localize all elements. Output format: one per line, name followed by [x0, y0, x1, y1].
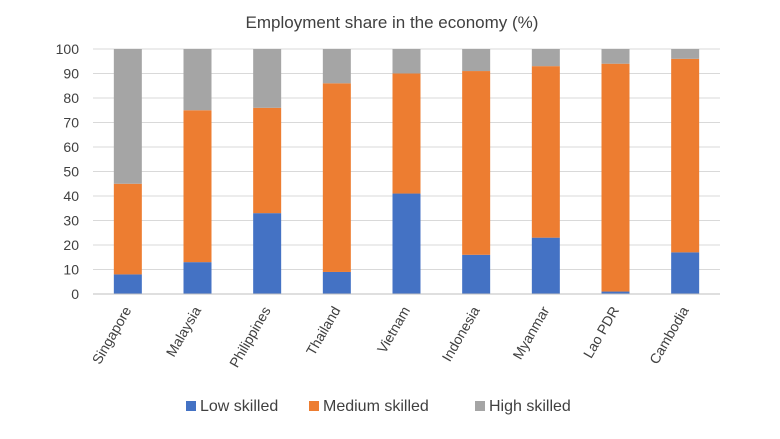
x-tick-label: Thailand [303, 304, 344, 359]
x-tick-label: Malaysia [163, 303, 205, 359]
bar-segment-high-skilled [392, 49, 421, 74]
y-tick-label: 30 [63, 213, 79, 229]
legend-swatch [309, 401, 319, 411]
legend-swatch [475, 401, 485, 411]
y-tick-label: 0 [71, 286, 79, 302]
legend-swatch [186, 401, 196, 411]
legend: Low skilled Medium skilled High skilled [186, 398, 571, 415]
x-axis: Singapore Malaysia Philippines Thailand Viet… [89, 293, 720, 371]
y-axis: 0 10 20 30 40 50 60 70 80 90 100 [56, 41, 80, 302]
y-tick-label: 50 [63, 164, 79, 180]
y-tick-label: 10 [63, 262, 79, 278]
bar-segment-high-skilled [601, 49, 630, 64]
bar-segment-high-skilled [671, 49, 700, 59]
x-tick-label: Cambodia [646, 303, 692, 366]
bar-segment-low-skilled [113, 274, 142, 294]
bar-segment-low-skilled [671, 252, 700, 294]
bar-segment-high-skilled [322, 49, 351, 84]
x-tick-label: Vietnam [374, 304, 413, 356]
bar-segment-medium-skilled [113, 183, 142, 275]
bar-segment-high-skilled [113, 49, 142, 184]
bar-segment-low-skilled [462, 254, 491, 294]
bar-segment-low-skilled [601, 291, 630, 294]
bar-segment-medium-skilled [531, 66, 560, 238]
legend-label: High skilled [489, 398, 571, 415]
bar-segment-low-skilled [531, 237, 560, 294]
bar-segment-medium-skilled [601, 63, 630, 292]
bar-segment-low-skilled [253, 213, 282, 294]
y-tick-label: 70 [63, 115, 79, 131]
bar-segment-high-skilled [253, 49, 282, 108]
x-tick-label: Singapore [89, 303, 135, 366]
chart-title: Employment share in the economy (%) [246, 13, 539, 32]
bars [113, 49, 700, 294]
x-tick-label: Philippines [226, 304, 274, 371]
y-tick-label: 60 [63, 139, 79, 155]
y-tick-label: 20 [63, 237, 79, 253]
bar-segment-medium-skilled [253, 107, 282, 214]
y-tick-label: 80 [63, 90, 79, 106]
bar-segment-high-skilled [462, 49, 491, 72]
x-tick-label: Myanmar [509, 303, 552, 362]
bar-segment-low-skilled [322, 271, 351, 294]
y-tick-label: 40 [63, 188, 79, 204]
y-tick-label: 90 [63, 66, 79, 82]
bar-segment-medium-skilled [671, 58, 700, 253]
bar-segment-medium-skilled [462, 71, 491, 255]
bar-segment-medium-skilled [322, 83, 351, 272]
legend-label: Medium skilled [323, 398, 429, 415]
bar-segment-high-skilled [531, 49, 560, 67]
x-tick-label: Indonesia [439, 303, 483, 364]
bar-segment-medium-skilled [392, 73, 421, 194]
bar-segment-high-skilled [183, 49, 212, 111]
legend-label: Low skilled [200, 398, 278, 415]
y-tick-label: 100 [56, 41, 80, 57]
bar-segment-medium-skilled [183, 110, 212, 263]
bar-segment-low-skilled [183, 262, 212, 294]
x-tick-label: Lao PDR [580, 304, 622, 361]
bar-segment-low-skilled [392, 193, 421, 294]
